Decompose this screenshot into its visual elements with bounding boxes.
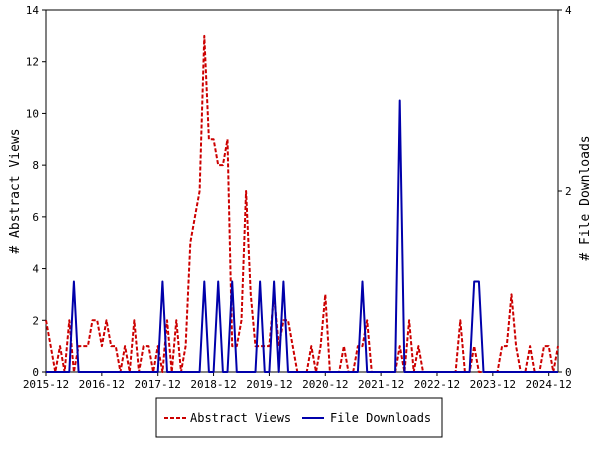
y2-axis-ticks: 0 2 4 [558,4,572,379]
x-tick-label: 2016-12 [79,378,125,391]
x-tick-label: 2020-12 [302,378,348,391]
x-tick-label: 2021-12 [358,378,404,391]
y-tick-label: 12 [26,56,39,69]
y-tick-label: 6 [32,211,39,224]
y-tick-label: 14 [26,4,40,17]
y-tick-label: 2 [32,314,39,327]
y2-tick-label: 2 [565,185,572,198]
x-tick-label: 2019-12 [246,378,292,391]
y2-tick-label: 0 [565,366,572,379]
x-tick-label: 2024-12 [526,378,572,391]
legend-label-file-downloads: File Downloads [330,411,431,425]
y-axis-title: # Abstract Views [8,128,23,253]
x-axis-ticks: 2015-12 2016-12 2017-12 2018-12 2019-12 2020-… [23,372,572,391]
series-line-file-downloads [46,99,558,373]
legend: Abstract Views File Downloads [155,397,443,438]
x-tick-label: 2023-12 [470,378,516,391]
y-tick-label: 4 [32,263,39,276]
y-tick-label: 0 [32,366,39,379]
y-tick-label: 10 [26,107,39,120]
x-tick-label: 2017-12 [135,378,181,391]
y-axis-ticks: 0 2 4 6 8 10 12 14 [26,4,46,379]
y-tick-label: 8 [32,159,39,172]
y2-tick-label: 4 [565,4,572,17]
x-tick-label: 2022-12 [414,378,460,391]
legend-box [155,397,443,438]
x-tick-label: 2015-12 [23,378,69,391]
x-tick-label: 2018-12 [190,378,236,391]
series-layer [45,34,559,373]
y2-axis-title: # File Downloads [578,135,593,260]
legend-label-abstract-views: Abstract Views [190,411,291,425]
